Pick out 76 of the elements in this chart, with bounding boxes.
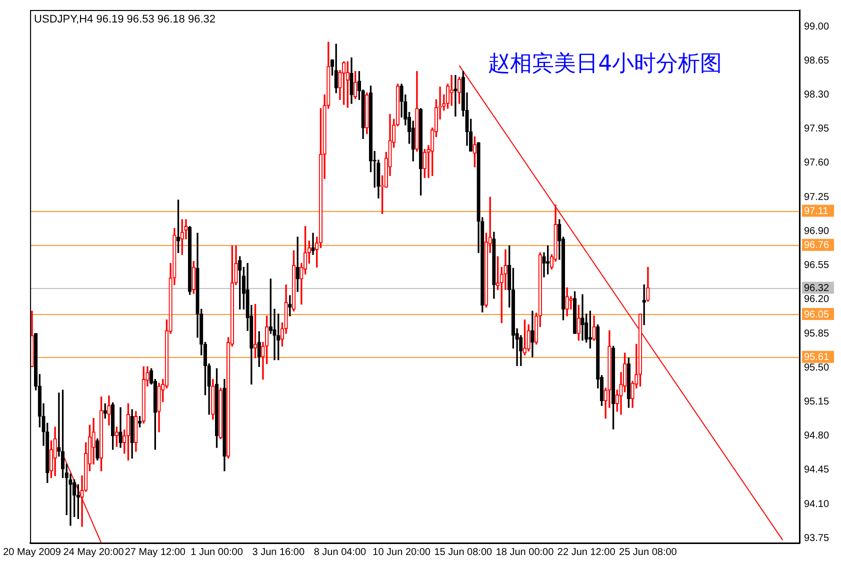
ref-line-label: 96.05 (804, 309, 830, 320)
candlestick (214, 368, 219, 448)
candlestick (107, 396, 111, 426)
candlestick (472, 136, 477, 168)
candlestick (454, 74, 458, 117)
candlestick (580, 294, 584, 341)
candlestick (638, 314, 642, 386)
candlestick (292, 250, 296, 312)
candlestick (296, 236, 300, 292)
y-tick-label: 99.00 (804, 21, 830, 32)
x-tick-label: 15 Jun 08:00 (434, 546, 492, 558)
y-tick-label: 96.90 (804, 226, 830, 237)
candlestick (311, 232, 315, 255)
ref-line-label: 97.11 (804, 206, 829, 217)
candlestick (118, 407, 122, 448)
chart-subtitle: USDJPY,H4 96.19 96.53 96.18 96.32 (34, 14, 216, 26)
text: 赵相宾美日4小时分析图 (488, 52, 722, 77)
x-tick-label: 1 Jun 00:00 (190, 546, 244, 558)
y-tick-label: 96.55 (804, 260, 830, 272)
candlestick (176, 200, 180, 253)
candlestick (365, 92, 369, 134)
candlestick (126, 403, 130, 461)
candlestick (418, 108, 423, 196)
candlestick (180, 219, 184, 255)
x-tick-label: 27 May 12:00 (124, 546, 186, 558)
candlestick (130, 409, 134, 459)
candlestick (53, 426, 57, 476)
candlestick (222, 378, 226, 472)
candlestick (134, 411, 138, 452)
ref-line-label: 96.32 (804, 282, 830, 294)
y-tick-label: 98.30 (804, 90, 830, 101)
y-tick-label: 94.45 (804, 464, 830, 476)
candlestick (350, 57, 354, 104)
candlestick (572, 291, 577, 334)
candlestick (30, 310, 34, 367)
candlestick (188, 226, 192, 295)
candlestick (569, 296, 573, 310)
candlestick (565, 287, 569, 316)
x-tick-label: 25 Jun 08:00 (619, 546, 678, 558)
candlestick (626, 358, 631, 408)
candlestick (415, 71, 419, 152)
y-tick-label: 94.10 (804, 498, 830, 510)
candlestick (530, 310, 534, 358)
x-tick-label: 3 Jun 16:00 (252, 546, 305, 558)
candlestick (157, 382, 161, 432)
y-tick-label: 98.65 (804, 55, 830, 66)
candlestick (522, 320, 527, 356)
y-tick-label: 95.85 (804, 328, 830, 340)
y-tick-label: 97.25 (804, 192, 830, 203)
candlestick (192, 261, 196, 294)
candlestick (576, 304, 580, 341)
y-tick-label: 96.20 (804, 294, 830, 306)
candlestick (238, 256, 242, 310)
candlestick (99, 396, 104, 472)
y-tick-label: 94.80 (804, 430, 830, 442)
candlestick (96, 438, 100, 461)
x-tick-label: 24 May 20:00 (63, 546, 124, 558)
y-tick-label: 95.50 (804, 362, 830, 374)
candlestick (142, 366, 146, 424)
y-tick-label: 97.60 (804, 158, 830, 169)
y-tick-label: 93.75 (804, 532, 830, 544)
y-tick-label: 95.15 (804, 396, 830, 408)
candlestick (611, 346, 616, 430)
candlestick (218, 388, 222, 440)
candlestick (592, 316, 596, 341)
ref-line-label: 95.61 (804, 352, 830, 364)
y-tick-label: 97.95 (804, 124, 830, 135)
candlestick (492, 232, 496, 299)
candlestick (646, 266, 650, 302)
x-tick-label: 18 Jun 00:00 (496, 546, 554, 558)
x-tick-label: 10 Jun 20:00 (372, 546, 431, 558)
x-tick-label: 8 Jun 04:00 (314, 546, 367, 558)
candlestick (346, 61, 350, 108)
x-tick-label: 20 May 2009 (3, 546, 62, 558)
ref-line-label: 96.76 (804, 240, 830, 252)
x-tick-label: 22 Jun 12:00 (557, 546, 616, 558)
